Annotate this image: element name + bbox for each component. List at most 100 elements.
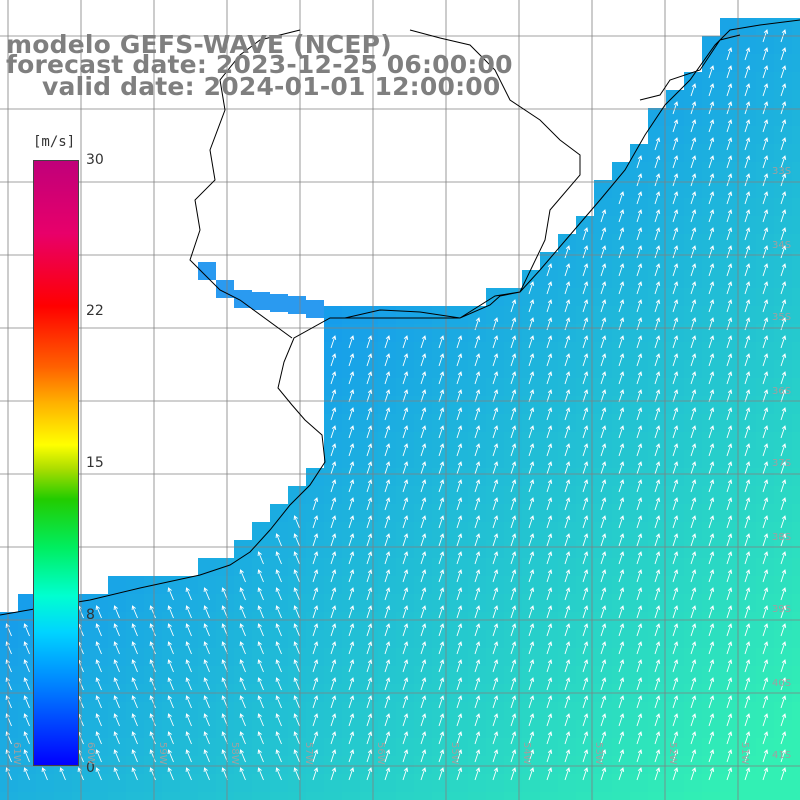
ocean-cell — [540, 504, 558, 522]
ocean-cell — [792, 774, 800, 792]
ocean-cell — [738, 792, 756, 800]
wind-arrow — [654, 587, 661, 601]
ocean-cell — [378, 486, 396, 504]
wind-arrow — [348, 497, 355, 511]
wind-arrow — [690, 479, 697, 493]
ocean-cell — [108, 756, 126, 774]
wind-arrow — [312, 695, 319, 709]
ocean-cell — [126, 594, 144, 612]
ocean-cell — [774, 252, 792, 270]
ocean-cell — [720, 396, 738, 414]
colorbar-tick: 15 — [86, 455, 104, 471]
ocean-cell — [576, 648, 594, 666]
ocean-cell — [666, 252, 684, 270]
ocean-cell — [792, 612, 800, 630]
wind-arrow — [780, 551, 787, 565]
wind-arrow — [690, 425, 697, 439]
wind-arrow — [420, 713, 427, 727]
wind-arrow — [744, 335, 751, 349]
wind-arrow — [293, 767, 300, 781]
ocean-cell — [774, 486, 792, 504]
ocean-cell — [702, 666, 720, 684]
ocean-cell — [666, 288, 684, 306]
wind-arrow — [744, 65, 751, 79]
ocean-cell — [216, 666, 234, 684]
ocean-cell — [756, 162, 774, 180]
wind-arrow — [330, 533, 337, 547]
wind-arrow — [366, 407, 373, 421]
colorbar-tick: 22 — [86, 303, 104, 319]
ocean-cell — [360, 414, 378, 432]
ocean-cell — [774, 540, 792, 558]
ocean-cell — [792, 504, 800, 522]
ocean-cell — [666, 90, 684, 108]
lon-label: 56W — [375, 742, 386, 765]
lat-label: 33S — [772, 166, 792, 177]
wind-arrow — [546, 461, 553, 475]
ocean-cell — [270, 630, 288, 648]
wind-arrow — [330, 443, 337, 457]
wind-arrow — [492, 623, 499, 637]
wind-arrow — [690, 155, 697, 169]
ocean-cell — [720, 522, 738, 540]
ocean-cell — [108, 720, 126, 738]
ocean-cell — [738, 180, 756, 198]
wind-arrow — [23, 659, 30, 673]
ocean-cell — [450, 648, 468, 666]
lon-label: 59W — [157, 742, 168, 765]
wind-arrow — [185, 623, 192, 637]
wind-arrow — [618, 659, 625, 673]
wind-arrow — [600, 713, 607, 727]
ocean-cell — [576, 288, 594, 306]
wind-arrow — [402, 443, 409, 457]
ocean-cell — [774, 108, 792, 126]
wind-arrow — [438, 731, 445, 745]
wind-arrow — [600, 461, 607, 475]
ocean-cell — [666, 342, 684, 360]
wind-arrow — [366, 425, 373, 439]
ocean-cell — [522, 648, 540, 666]
wind-arrow — [672, 191, 679, 205]
ocean-cell — [216, 720, 234, 738]
ocean-cell — [702, 396, 720, 414]
ocean-cell — [756, 198, 774, 216]
wind-arrow — [672, 551, 679, 565]
ocean-cell — [792, 270, 800, 288]
ocean-cell — [792, 180, 800, 198]
ocean-cell — [414, 486, 432, 504]
wind-arrow — [330, 461, 337, 475]
wind-arrow — [330, 497, 337, 511]
wind-arrow — [23, 749, 30, 763]
wind-arrow — [780, 731, 787, 745]
wind-arrow — [708, 227, 715, 241]
ocean-cell — [702, 612, 720, 630]
ocean-cell — [738, 558, 756, 576]
ocean-cell — [342, 450, 360, 468]
ocean-cell — [324, 576, 342, 594]
wind-arrow — [744, 497, 751, 511]
wind-arrow — [780, 497, 787, 511]
ocean-cell — [360, 630, 378, 648]
wind-arrow — [744, 767, 751, 781]
ocean-cell — [630, 414, 648, 432]
wind-arrow — [366, 749, 373, 763]
wind-arrow — [726, 137, 733, 151]
ocean-cell — [558, 432, 576, 450]
wind-arrow — [420, 641, 427, 655]
wind-arrow — [438, 551, 445, 565]
wind-arrow — [618, 443, 625, 457]
wind-arrow — [780, 479, 787, 493]
wind-arrow — [384, 533, 391, 547]
wind-arrow — [636, 353, 643, 367]
wind-arrow — [113, 605, 120, 619]
ocean-cell — [756, 594, 774, 612]
ocean-cell — [396, 576, 414, 594]
ocean-cell — [612, 792, 630, 800]
ocean-cell — [792, 252, 800, 270]
wind-arrow — [492, 587, 499, 601]
wind-arrow — [600, 659, 607, 673]
wind-arrow — [420, 497, 427, 511]
ocean-cell — [630, 756, 648, 774]
wind-arrow — [185, 641, 192, 655]
ocean-cell — [684, 594, 702, 612]
